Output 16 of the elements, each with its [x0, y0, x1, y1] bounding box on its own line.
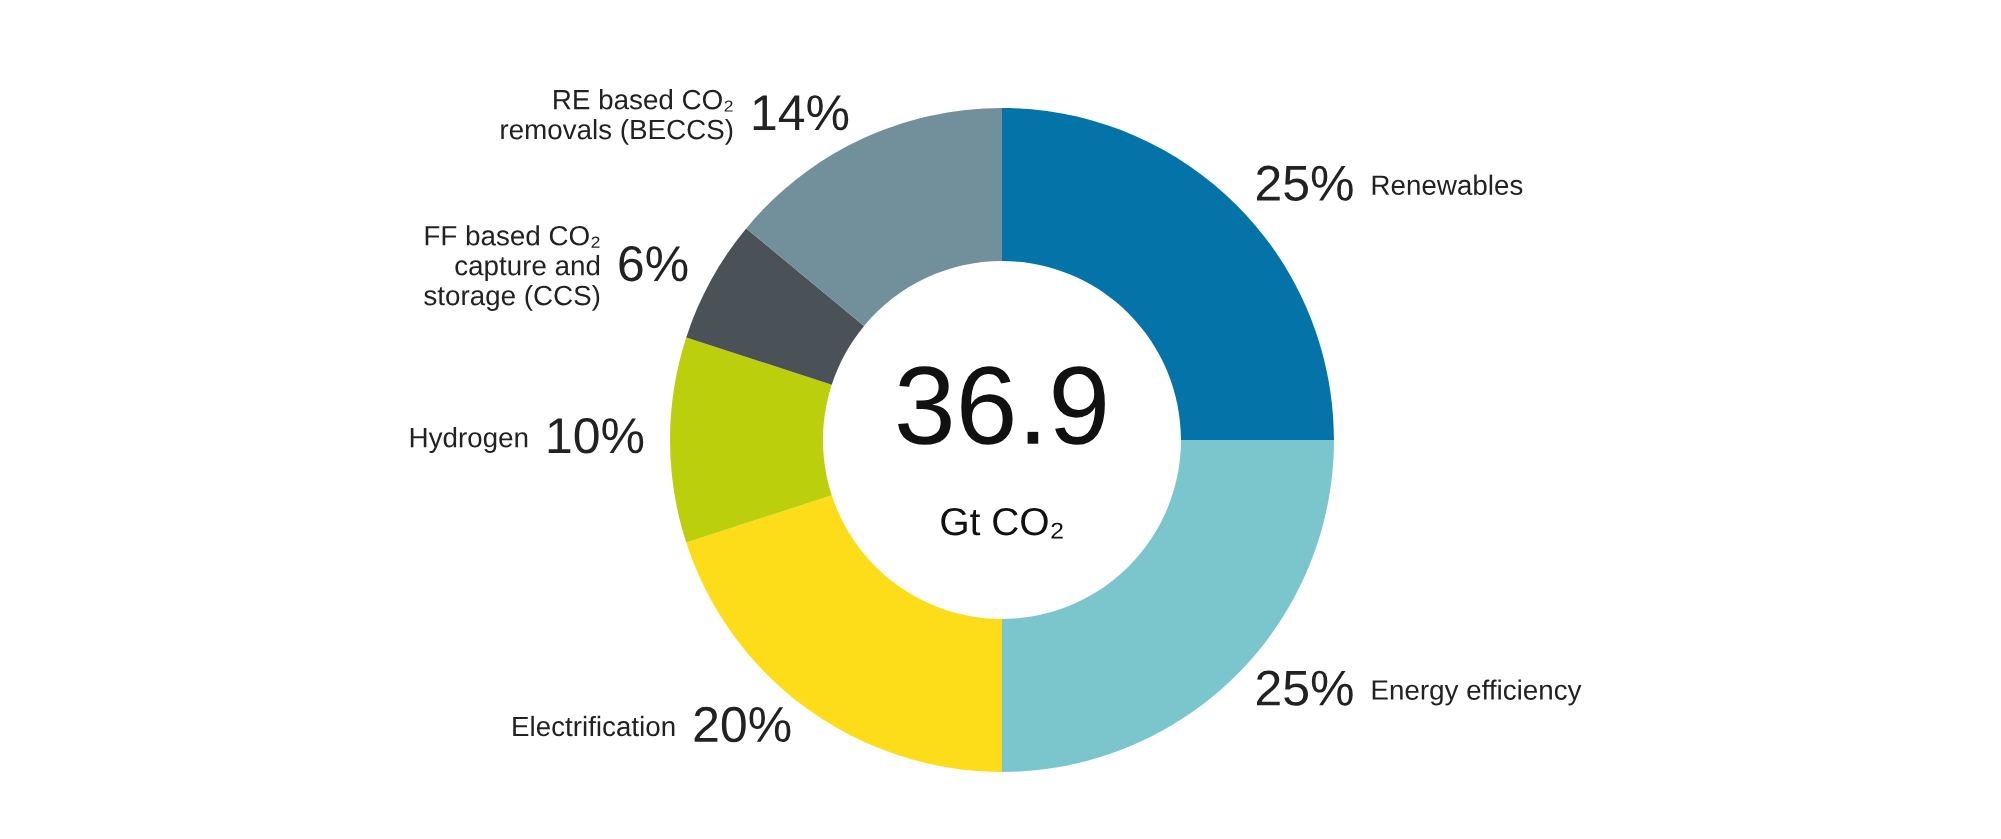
data-label: 25%	[1256, 670, 1353, 706]
data-label: 6%	[619, 246, 688, 282]
text: Gt CO₂	[941, 507, 1063, 539]
data-label: 20%	[694, 706, 791, 743]
text: 36.9	[898, 366, 1105, 445]
donut-slice	[686, 228, 865, 385]
slice-label: RE based CO₂ removals (BECCS)	[501, 89, 733, 145]
slice-label: Hydrogen	[410, 427, 528, 453]
data-label: 10%	[548, 418, 644, 454]
slice-label: FF based CO₂ capture and storage (CCS)	[424, 225, 600, 311]
data-label: 14%	[753, 95, 849, 131]
donut-slice	[670, 337, 832, 543]
slice-label: Electrification	[513, 715, 675, 737]
slice-label: Renewables	[1372, 174, 1523, 196]
slice-label: Energy efficiency	[1372, 679, 1582, 706]
data-label: 25%	[1256, 165, 1353, 201]
